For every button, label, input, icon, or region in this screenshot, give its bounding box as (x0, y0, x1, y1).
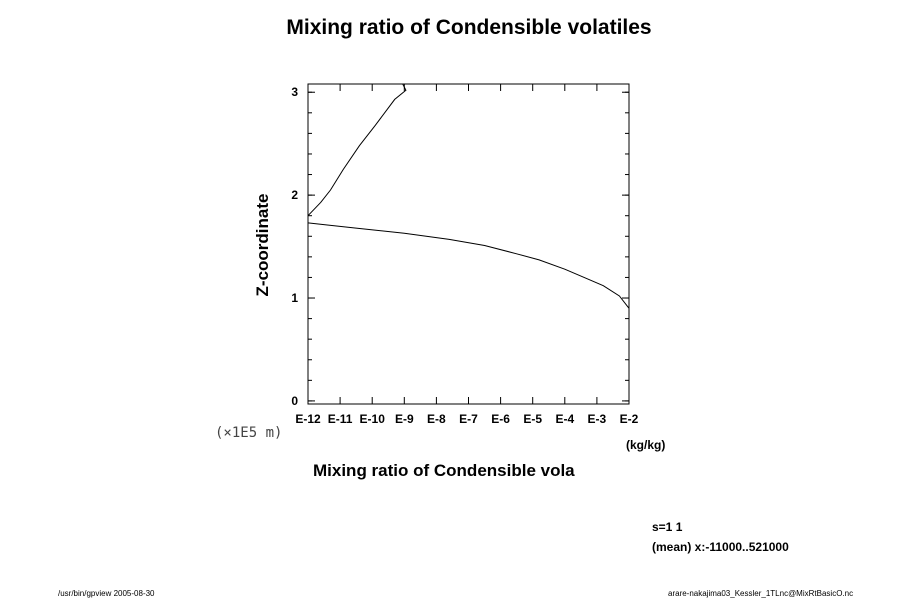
x-tick-label: E-2 (620, 412, 639, 426)
x-tick-label: E-4 (555, 412, 574, 426)
tick-group (307, 84, 630, 404)
series-line-2 (307, 83, 407, 217)
x-tick-label: E-10 (360, 412, 386, 426)
y-tick-label: 2 (291, 188, 298, 202)
x-tick-label: E-11 (328, 412, 353, 426)
x-unit-label: (kg/kg) (626, 438, 666, 452)
footer-command: /usr/bin/gpview 2005-08-30 (58, 589, 155, 598)
y-tick-label: 1 (291, 291, 298, 305)
x-tick-label: E-3 (588, 412, 607, 426)
tick-label-group: E-12 E-11 E-10 E-9 E-8 E-7 E-6 E-5 E-4 E-3 E-2 0 1 2 3 (291, 85, 638, 426)
x-axis-label: Mixing ratio of Condensible vola (313, 461, 575, 480)
chart-title: Mixing ratio of Condensible volatiles (286, 16, 652, 39)
mean-range-info: (mean) x:-11000..521000 (652, 540, 789, 554)
footer-file: arare-nakajima03_Kessler_1TLnc@MixRtBasi… (668, 589, 854, 598)
x-tick-label: E-7 (459, 412, 478, 426)
series-group (307, 83, 630, 309)
y-axis-label: Z-coordinate (253, 193, 272, 297)
x-tick-label: E-8 (427, 412, 446, 426)
y-tick-label: 3 (291, 85, 298, 99)
slice-info: s=1 1 (652, 520, 683, 534)
y-scale-note: (×1E5 m) (215, 425, 283, 441)
x-tick-label: E-12 (295, 412, 321, 426)
x-tick-label: E-5 (523, 412, 542, 426)
x-tick-label: E-6 (491, 412, 510, 426)
plot-frame (307, 83, 630, 405)
y-tick-label: 0 (291, 394, 298, 408)
x-tick-label: E-9 (395, 412, 414, 426)
series-line-1 (307, 222, 630, 309)
